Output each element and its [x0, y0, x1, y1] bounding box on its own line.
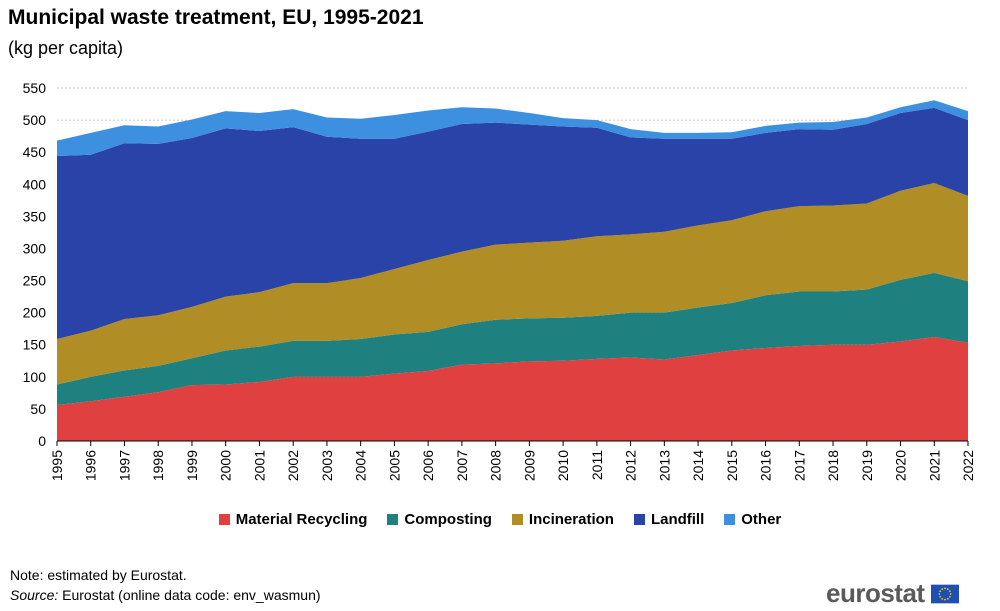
legend-label: Composting [404, 511, 492, 528]
y-tick-label: 150 [23, 337, 47, 353]
source-text: Eurostat (online data code: env_wasmun) [58, 587, 321, 603]
x-tick-label: 2006 [420, 450, 436, 481]
area-composting [57, 272, 968, 406]
flag-star [938, 589, 941, 592]
flag-star [946, 597, 949, 600]
eurostat-logo-text: eurostat [826, 578, 925, 608]
y-tick-label: 100 [23, 369, 47, 385]
flag-star [938, 595, 941, 598]
area-series-group [57, 100, 968, 441]
x-tick-label: 2000 [218, 450, 234, 481]
x-tick-label: 2016 [758, 450, 774, 481]
x-tick-label: 2012 [623, 450, 639, 481]
x-tick-label: 2005 [386, 450, 402, 481]
x-tick-label: 2007 [454, 450, 470, 481]
y-tick-label: 200 [23, 305, 47, 321]
flag-star [943, 587, 946, 589]
area-landfill [57, 107, 968, 339]
x-tick-label: 1996 [83, 450, 99, 481]
x-tick-label: 2010 [555, 450, 571, 481]
legend-item-landfill: Landfill [633, 511, 705, 528]
x-tick-label: 1997 [116, 450, 132, 481]
legend-swatch [511, 514, 523, 525]
legend-label: Material Recycling [235, 511, 368, 528]
x-tick-label: 2009 [521, 450, 537, 481]
x-tick-label: 2001 [251, 450, 267, 481]
y-tick-label: 500 [23, 112, 47, 128]
y-tick-label: 450 [23, 144, 47, 160]
legend-label: Landfill [650, 511, 705, 528]
x-tick-label: 2013 [656, 450, 672, 481]
chart-title: Municipal waste treatment, EU, 1995-2021 [8, 6, 424, 29]
legend-swatch [218, 514, 230, 525]
eurostat-logo[interactable]: eurostat [826, 578, 959, 609]
x-tick-label: 2004 [353, 450, 369, 481]
legend-item-material-recycling: Material Recycling [218, 511, 368, 528]
area-other [57, 100, 968, 157]
x-tick-label: 2018 [825, 450, 841, 481]
legend-swatch [633, 514, 645, 525]
x-tick-label: 2019 [859, 450, 875, 481]
x-tick-label: 2014 [690, 450, 706, 481]
footnote: Note: estimated by Eurostat. [10, 567, 187, 583]
x-tick-label: 2021 [926, 450, 942, 481]
source-line: Source: Eurostat (online data code: env_… [10, 587, 321, 603]
legend-label: Other [741, 511, 782, 528]
legend-item-composting: Composting [387, 511, 492, 528]
y-tick-label: 50 [30, 401, 46, 417]
legend-swatch [724, 514, 736, 525]
x-tick-label: 2015 [724, 450, 740, 481]
flag-star [938, 592, 940, 595]
x-tick-label: 2003 [319, 450, 335, 481]
x-tick-label: 1995 [49, 450, 65, 481]
y-tick-label: 550 [23, 80, 47, 96]
legend-swatch [387, 514, 399, 525]
area-incineration [57, 182, 968, 385]
legend-item-other: Other [724, 511, 781, 528]
y-tick-label: 300 [23, 240, 47, 256]
flag-star [940, 587, 943, 590]
source-label: Source: [10, 587, 59, 603]
x-tick-label: 2002 [285, 450, 301, 481]
chart-subtitle: (kg per capita) [8, 38, 124, 58]
flag-star [949, 592, 952, 595]
axes: 0 50 100 150 200 250 300 350 400 450 500 550 1995 199… [23, 80, 976, 481]
flag-star [948, 589, 951, 592]
x-tick-label: 1998 [150, 450, 166, 481]
flag-star [943, 598, 946, 600]
flag-star [948, 595, 951, 598]
x-tick-label: 2008 [488, 450, 504, 481]
x-tick-label: 2011 [589, 450, 605, 480]
flag-star [946, 587, 949, 590]
flag-star [940, 597, 943, 600]
y-tick-label: 400 [23, 176, 47, 192]
legend-item-incineration: Incineration [511, 511, 614, 528]
x-tick-label: 2020 [893, 450, 909, 481]
y-tick-label: 250 [23, 273, 47, 289]
chart-legend: Material Recycling Composting Incineration… [0, 511, 1000, 528]
area-material-recycling [57, 337, 968, 441]
legend-label: Incineration [528, 511, 614, 528]
y-tick-label: 350 [23, 208, 47, 224]
x-tick-label: 2022 [960, 450, 976, 481]
x-tick-label: 2017 [791, 450, 807, 481]
x-tick-label: 1999 [184, 450, 200, 481]
y-tick-label: 0 [38, 433, 46, 449]
eu-flag-icon [930, 584, 959, 603]
